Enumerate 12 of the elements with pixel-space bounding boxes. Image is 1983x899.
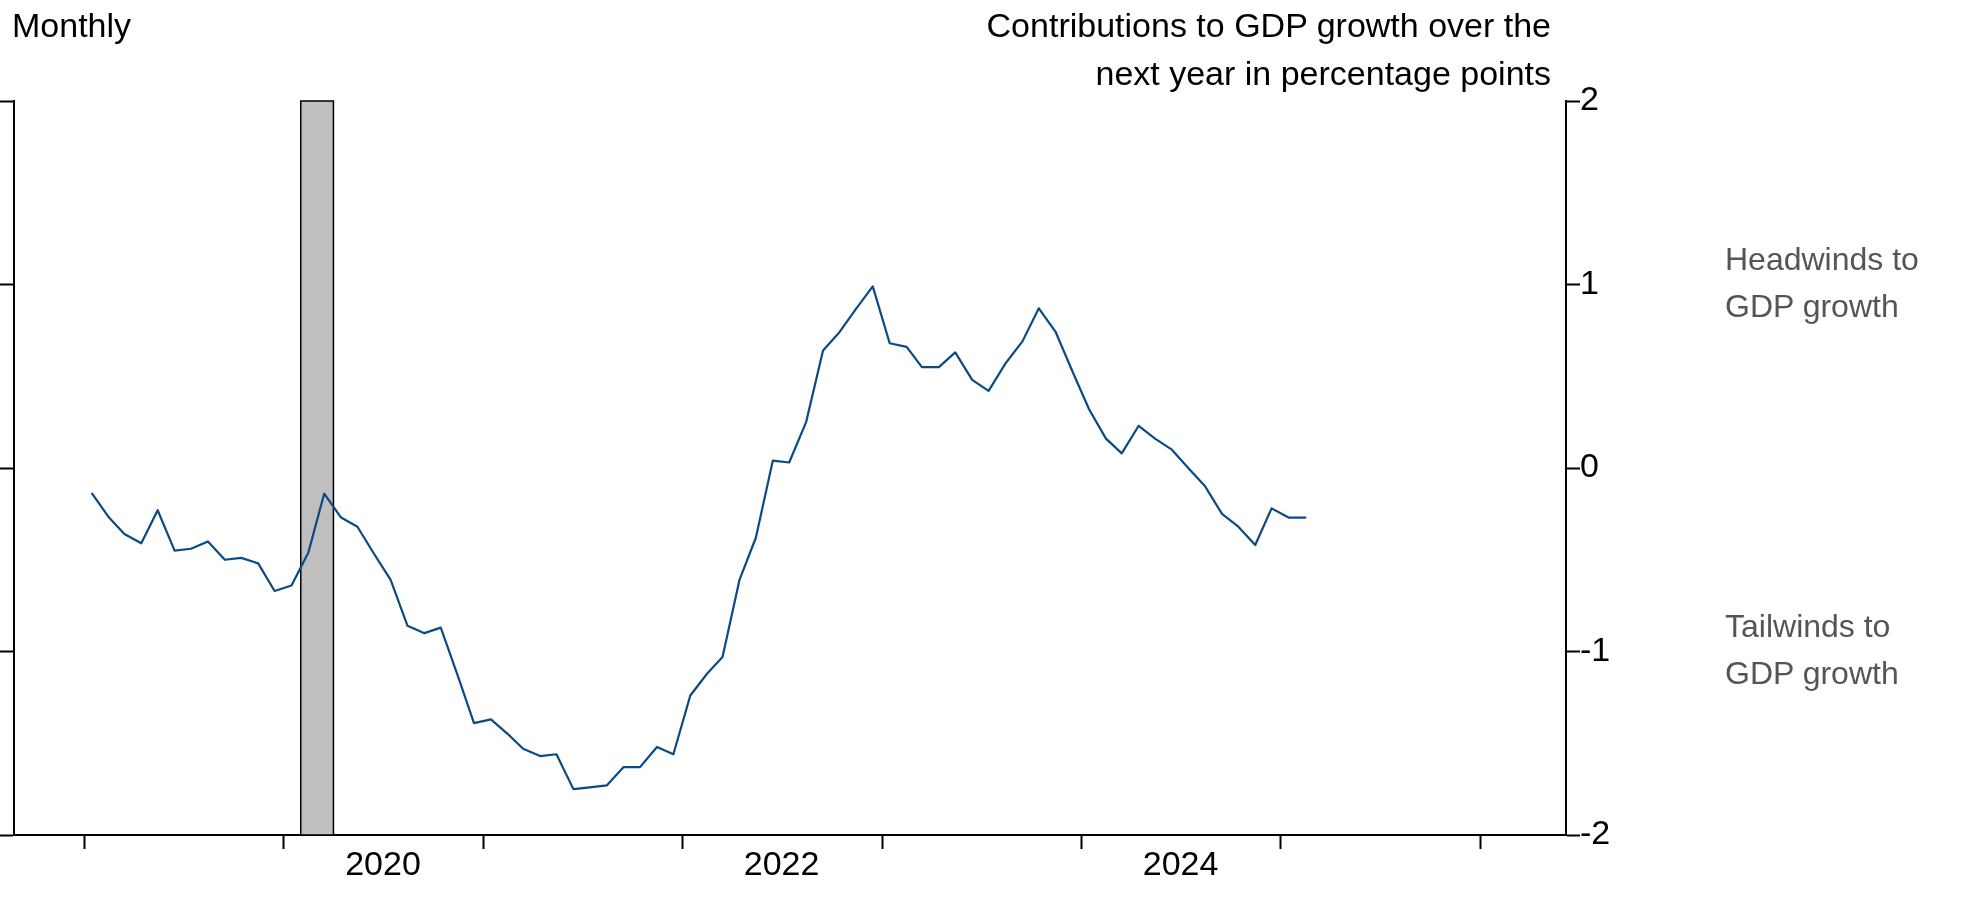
y-tick-label: 1 [1580,262,1599,301]
x-tick-label: 2022 [743,843,820,882]
y-tick-label: 0 [1580,446,1599,485]
y-tick-label: -2 [1580,813,1611,852]
x-tick-label: 2024 [1142,843,1219,882]
text: Monthly [12,6,132,45]
y-axis-title: Contributions to GDP growth over the next year in percentage points [986,6,1551,93]
y-tick-label: -1 [1580,629,1611,668]
text: Headwinds to GDP growth [1725,240,1919,324]
text: Tailwinds to GDP growth [1725,607,1899,691]
x-tick-label: 2020 [345,843,421,882]
y-tick-label: 2 [1580,79,1599,118]
